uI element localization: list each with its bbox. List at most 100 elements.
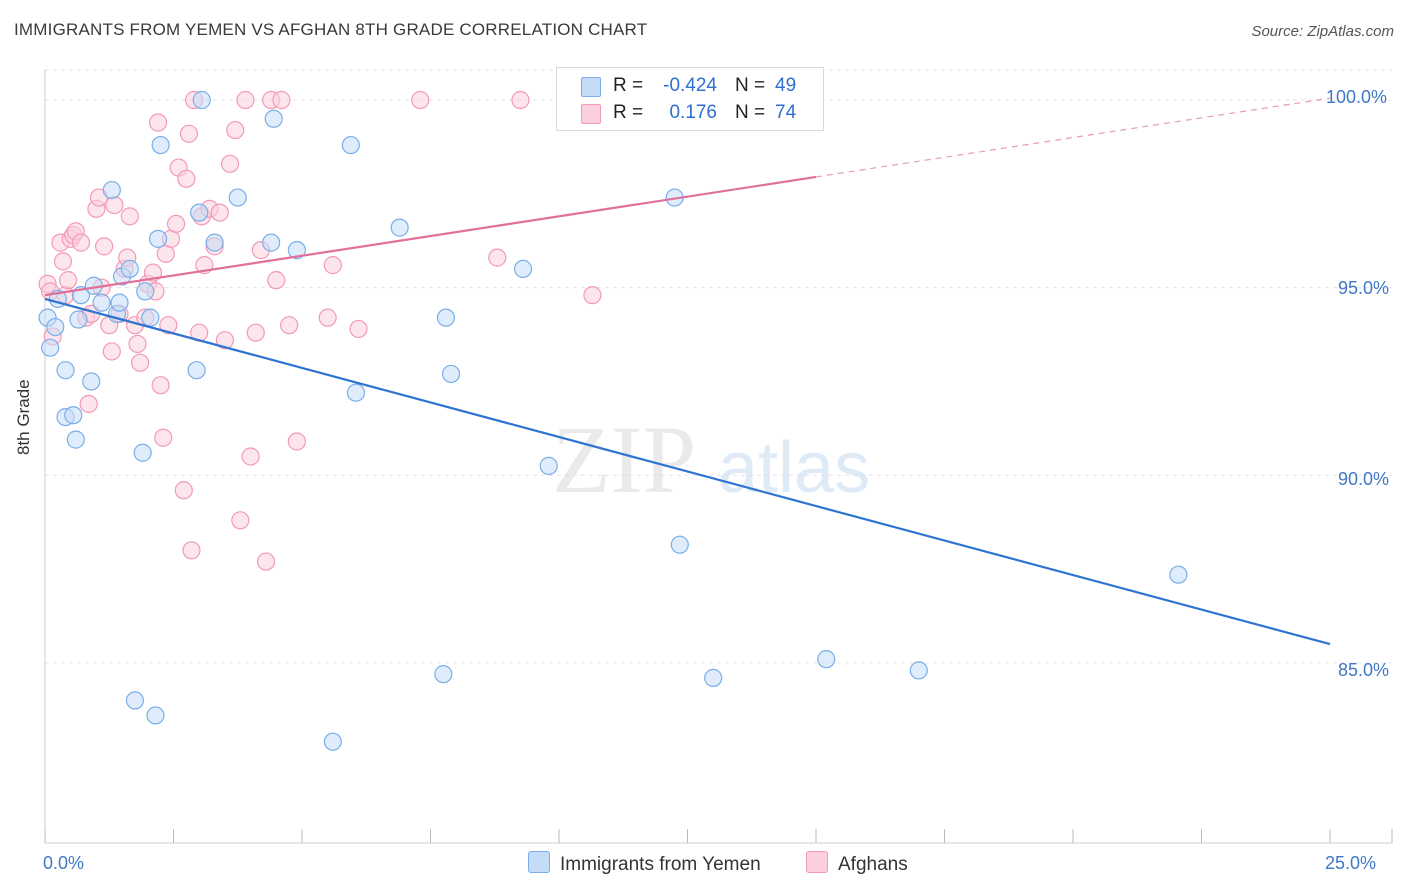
afghan-point-63 [280, 316, 299, 335]
bottom-legend-swatch-yemen [528, 851, 550, 873]
yemen-point-40 [513, 259, 533, 278]
yemen-point-24 [151, 135, 170, 155]
bottom-legend-label-yemen: Immigrants from Yemen [560, 854, 761, 875]
legend-r-value-afghans: 0.176 [669, 102, 717, 123]
yemen-point-18 [125, 691, 145, 710]
axes [44, 70, 1393, 844]
afghan-point-34 [154, 428, 173, 447]
yemen-point-36 [390, 218, 409, 237]
afghan-point-56 [241, 447, 260, 466]
bottom-legend-label-afghans: Afghans [838, 854, 908, 875]
y-tick-label-100: 100.0% [1326, 87, 1388, 107]
bottom-legend-swatch-afghans [806, 851, 828, 873]
yemen-point-13 [102, 180, 121, 200]
yemen-point-17 [120, 259, 139, 278]
y-tick-label-85: 85.0% [1338, 660, 1390, 680]
afghan-point-54 [231, 511, 250, 530]
afghan-point-4 [53, 252, 73, 271]
legend-r-value-yemen: -0.424 [663, 75, 717, 96]
afghan-point-61 [267, 271, 286, 290]
afghan-point-20 [105, 195, 124, 215]
yemen-point-44 [704, 668, 723, 687]
yemen-point-26 [190, 203, 209, 222]
afghan-point-50 [210, 203, 229, 222]
legend-n-label: N = [735, 102, 766, 123]
yemen-point-15 [110, 293, 129, 312]
afghan-point-26 [128, 334, 147, 354]
yemen-point-43 [670, 535, 689, 554]
watermark-zip: ZIP [552, 406, 696, 513]
afghan-point-36 [159, 316, 178, 335]
yemen-point-19 [133, 443, 152, 462]
afghan-point-41 [177, 169, 196, 188]
yemen-point-29 [228, 188, 247, 207]
grid-lines [45, 69, 1392, 664]
yemen-point-34 [341, 135, 360, 155]
afghan-point-19 [102, 342, 121, 361]
yemen-point-4 [56, 361, 75, 380]
yemen-point-23 [148, 229, 168, 248]
yemen-point-10 [82, 372, 101, 391]
yemen-point-8 [69, 310, 88, 329]
yemen-point-2 [46, 317, 65, 337]
afghan-point-64 [287, 432, 306, 451]
legend-r-label: R = [613, 102, 644, 123]
afghan-point-57 [246, 323, 265, 342]
afghan-point-67 [349, 319, 368, 339]
legend-swatch-yemen [581, 77, 601, 97]
yemen-trend-line [44, 297, 1331, 646]
afghan-point-69 [488, 248, 507, 267]
data-points [38, 90, 1188, 751]
afghan-point-42 [179, 124, 199, 143]
y-tick-label-95: 95.0% [1338, 278, 1390, 298]
legend-swatch-afghans [581, 104, 601, 124]
afghan-trend-line [44, 175, 817, 297]
yemen-point-20 [136, 282, 155, 301]
afghan-point-70 [511, 90, 530, 110]
watermark-atlas: atlas [718, 428, 870, 508]
yemen-point-37 [434, 665, 453, 684]
y-tick-label-90: 90.0% [1338, 469, 1390, 489]
afghan-point-65 [318, 308, 337, 327]
yemen-point-28 [205, 233, 224, 252]
afghan-point-68 [411, 90, 430, 110]
yemen-point-12 [92, 293, 111, 312]
afghan-point-53 [226, 120, 245, 140]
afghan-point-59 [256, 552, 276, 571]
afghan-point-6 [59, 271, 78, 290]
afghan-point-51 [215, 331, 234, 350]
yemen-point-30 [262, 233, 281, 252]
afghan-point-10 [71, 233, 91, 252]
yemen-point-25 [187, 361, 206, 380]
trend-lines [44, 97, 1331, 646]
afghan-trend-extension [815, 97, 1331, 178]
yemen-point-47 [1169, 565, 1188, 584]
afghan-point-71 [583, 286, 602, 305]
afghan-point-55 [236, 90, 255, 110]
yemen-point-22 [146, 706, 165, 725]
bottom-legend-yemen: Immigrants from Yemen [528, 851, 761, 876]
afghan-point-62 [272, 90, 291, 110]
afghan-point-32 [148, 113, 168, 132]
stats-legend: R = -0.424 N = 49 R = 0.176 N = 74 [556, 67, 824, 131]
x-tick-label-max: 25.0% [1325, 853, 1377, 873]
afghan-point-27 [130, 353, 150, 372]
legend-n-value-yemen: 49 [775, 75, 797, 96]
afghan-point-52 [220, 154, 240, 173]
afghan-point-12 [79, 394, 98, 414]
afghan-point-33 [151, 376, 170, 395]
afghan-point-43 [182, 541, 201, 560]
watermark: ZIP atlas [552, 406, 870, 513]
yemen-point-45 [817, 650, 836, 669]
yemen-point-35 [346, 383, 366, 402]
afghan-point-40 [174, 481, 193, 500]
legend-r-label: R = [613, 75, 644, 96]
afghan-point-38 [166, 214, 186, 233]
yemen-point-31 [264, 109, 283, 128]
afghan-point-24 [120, 207, 139, 226]
chart-title: IMMIGRANTS FROM YEMEN VS AFGHAN 8TH GRAD… [14, 20, 648, 39]
yemen-point-39 [441, 364, 461, 384]
legend-n-label: N = [735, 75, 766, 96]
bottom-legend-afghans: Afghans [806, 851, 908, 876]
